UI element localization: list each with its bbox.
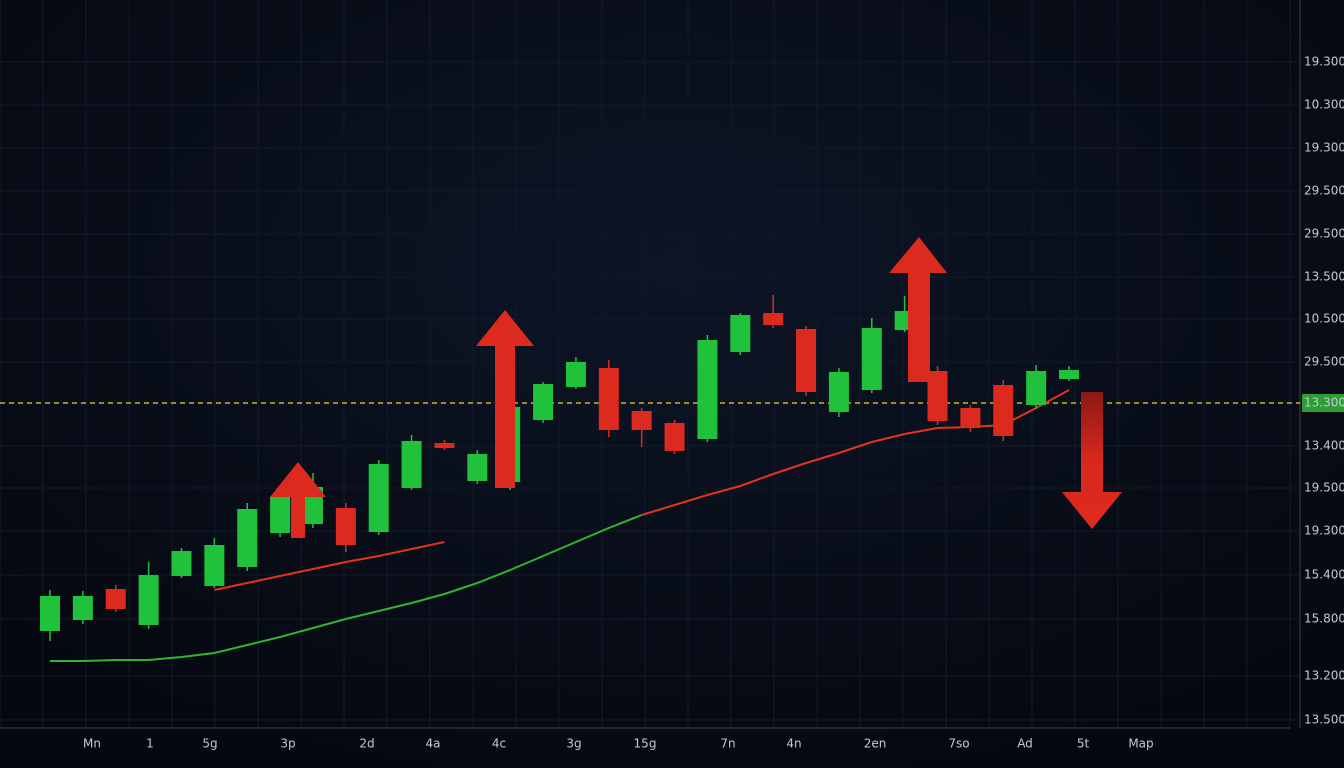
candle-body (697, 340, 718, 439)
y-tick-label: 15.400 (1304, 568, 1344, 582)
x-tick-label: 4n (786, 737, 801, 751)
candle-body (171, 551, 192, 576)
price-label-box (1302, 394, 1344, 412)
candle-body (828, 372, 849, 412)
x-tick-label: 7n (720, 737, 735, 751)
x-tick-label: Ad (1017, 737, 1033, 751)
arrows (270, 237, 1122, 538)
candle-body (335, 508, 356, 545)
candle-body (927, 371, 948, 421)
candle-body (40, 596, 60, 631)
candle-body (467, 454, 488, 481)
candle-body (861, 328, 882, 390)
up-arrow (270, 462, 326, 538)
candle-body (72, 596, 93, 620)
candle-body (796, 329, 817, 392)
candle-body (368, 464, 389, 532)
down-arrow (1062, 392, 1122, 529)
y-tick-label: 29.500 (1304, 184, 1344, 198)
x-tick-label: 3g (566, 737, 581, 751)
candle-body (1026, 371, 1047, 405)
x-tick-label: 1 (146, 737, 154, 751)
x-tick-label: 7so (948, 737, 969, 751)
x-tick-label: 3p (280, 737, 295, 751)
y-tick-label: 13.500 (1304, 713, 1344, 727)
y-tick-label: 10.300 (1304, 98, 1344, 112)
ma-line (214, 541, 445, 591)
candle-body (105, 589, 126, 609)
y-tick-label: 13.500 (1304, 270, 1344, 284)
x-tick-label: Mn (83, 737, 101, 751)
y-tick-label: 19.300 (1304, 55, 1344, 69)
up-arrow (476, 310, 534, 488)
x-tick-label: 5g (202, 737, 217, 751)
x-tick-label: 4c (492, 737, 506, 751)
y-tick-label: 19.500 (1304, 481, 1344, 495)
up-arrow (889, 237, 947, 382)
y-tick-label: 13.300 (1304, 396, 1344, 410)
candle-body (204, 545, 225, 586)
candle-body (960, 408, 981, 428)
candle-body (401, 441, 422, 488)
candle-body (270, 497, 291, 533)
candle-body (533, 384, 554, 420)
y-tick-label: 19.300 (1304, 524, 1344, 538)
x-tick-label: 15g (634, 737, 657, 751)
y-tick-label: 13.400 (1304, 439, 1344, 453)
candle-body (763, 313, 784, 325)
candle-body (138, 575, 159, 625)
y-tick-label: 19.300 (1304, 141, 1344, 155)
y-tick-label: 10.500 (1304, 312, 1344, 326)
candle-body (598, 368, 619, 430)
x-tick-label: 5t (1077, 737, 1090, 751)
candle-body (237, 509, 258, 567)
y-tick-label: 13.200 (1304, 669, 1344, 683)
candle-body (565, 362, 586, 387)
candle-body (993, 385, 1014, 436)
x-tick-label: 2en (864, 737, 887, 751)
plot (0, 295, 1300, 662)
candle-body (1059, 370, 1079, 379)
x-tick-label: Map (1128, 737, 1153, 751)
candle-body (664, 423, 685, 451)
x-tick-label: 2d (359, 737, 374, 751)
candle-body (730, 315, 751, 352)
ma-line (50, 514, 643, 662)
y-tick-label: 29.500 (1304, 227, 1344, 241)
y-axis: 19.300 10.300 19.300 29.500 29.500 13.500 10.5… (83, 55, 1344, 751)
x-tick-label: 4a (426, 737, 441, 751)
candle-body (631, 411, 652, 430)
candle-body (434, 443, 455, 448)
y-tick-label: 15.800 (1304, 612, 1344, 626)
y-tick-label: 29.500 (1304, 355, 1344, 369)
